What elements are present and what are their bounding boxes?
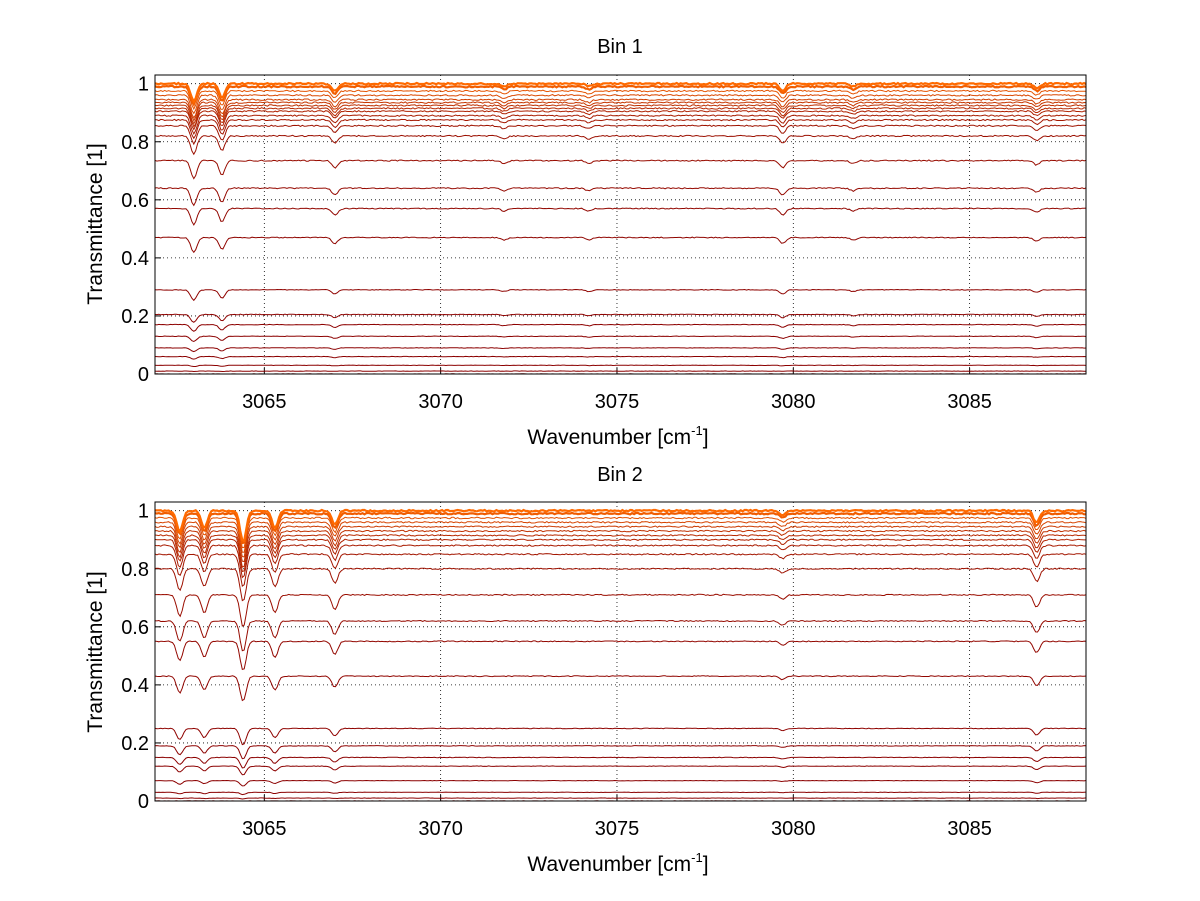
series-line <box>154 101 1087 122</box>
x-tick-label: 3070 <box>418 391 463 413</box>
series-line <box>154 89 1086 111</box>
series-line <box>154 370 1086 373</box>
y-tick-label: 0.8 <box>121 132 149 154</box>
y-tick-label: 0 <box>138 791 149 813</box>
series-line <box>154 529 1087 563</box>
series-line <box>154 124 1087 146</box>
y-tick-label: 0.4 <box>121 675 149 697</box>
series-line <box>155 347 1087 353</box>
series-line <box>154 544 1087 579</box>
axes-frame <box>154 74 1087 375</box>
series-line <box>154 525 1086 558</box>
y-tick-label: 0.2 <box>121 733 149 755</box>
x-axis-label-superscript: -1 <box>691 850 703 865</box>
series-line <box>154 187 1087 207</box>
series-line <box>154 323 1087 332</box>
x-axis-label: Wavenumber [cm-1] <box>527 423 708 449</box>
series-line <box>154 355 1087 360</box>
x-tick-labels: 3065 3070 3075 3080 3085 <box>242 391 992 413</box>
x-tick-label: 3080 <box>771 391 816 413</box>
x-axis-label-end: ] <box>703 426 709 449</box>
series-group <box>154 508 1087 802</box>
x-axis-label-superscript: -1 <box>691 423 703 438</box>
x-axis-label-text: Wavenumber [cm <box>527 853 691 876</box>
y-tick-label: 1 <box>138 501 149 523</box>
y-tick-label: 0.2 <box>121 306 149 328</box>
x-tick-label: 3085 <box>947 391 992 413</box>
series-line <box>154 791 1087 796</box>
x-axis-label-end: ] <box>703 853 709 876</box>
series-line <box>154 521 1087 553</box>
y-tick-label: 0 <box>138 364 149 386</box>
series-line <box>154 516 1087 549</box>
plot-title: Bin 2 <box>597 464 643 486</box>
x-tick-label: 3075 <box>595 818 640 840</box>
series-line <box>154 104 1087 125</box>
subplot-bin-1: Bin 1 3065 3070 3075 3080 3085 0 0.2 0.4 0.6 0.8… <box>84 36 1087 449</box>
series-line <box>154 335 1087 343</box>
series-line <box>154 236 1087 254</box>
series-line <box>154 313 1087 323</box>
series-line <box>154 134 1087 156</box>
series-line <box>154 779 1087 787</box>
x-axis-label: Wavenumber [cm-1] <box>527 850 708 876</box>
series-line <box>155 98 1087 119</box>
series-line <box>154 727 1087 746</box>
y-tick-label: 0.6 <box>121 617 149 639</box>
series-line <box>154 534 1087 568</box>
x-tick-label: 3075 <box>595 391 640 413</box>
series-line <box>154 765 1087 776</box>
series-line <box>154 107 1087 128</box>
series-line <box>154 511 1087 545</box>
y-tick-label: 0.8 <box>121 559 149 581</box>
series-line <box>154 364 1087 367</box>
x-tick-label: 3070 <box>418 818 463 840</box>
series-line <box>154 745 1087 760</box>
series-line <box>155 593 1087 627</box>
series-line <box>154 567 1087 602</box>
series-line <box>154 118 1087 140</box>
series-line <box>154 508 1087 543</box>
x-tick-label: 3080 <box>771 818 816 840</box>
series-line <box>154 288 1087 302</box>
subplot-bin-2: Bin 2 3065 3070 3075 3080 3085 0 0.2 0.4 0.6 0.8… <box>84 464 1087 876</box>
series-line <box>154 640 1087 671</box>
series-line <box>154 94 1087 115</box>
x-tick-label: 3065 <box>242 818 287 840</box>
series-group <box>154 81 1087 375</box>
y-tick-label: 0.4 <box>121 248 149 270</box>
series-line <box>154 553 1087 587</box>
series-line <box>154 207 1087 226</box>
x-tick-labels: 3065 3070 3075 3080 3085 <box>242 818 992 840</box>
plot-title: Bin 1 <box>597 36 643 58</box>
series-line <box>155 756 1087 769</box>
series-line <box>154 110 1087 131</box>
series-line <box>154 114 1087 136</box>
y-tick-labels: 0 0.2 0.4 0.6 0.8 1 <box>121 501 149 813</box>
x-tick-label: 3085 <box>947 818 992 840</box>
y-tick-label: 1 <box>138 74 149 96</box>
series-line <box>154 538 1086 573</box>
x-tick-label: 3065 <box>242 391 287 413</box>
series-line <box>154 81 1087 105</box>
y-tick-label: 0.6 <box>121 190 149 212</box>
series-line <box>154 159 1087 180</box>
y-tick-labels: 0 0.2 0.4 0.6 0.8 1 <box>121 74 149 386</box>
series-line <box>154 619 1087 652</box>
x-axis-label-text: Wavenumber [cm <box>527 426 691 449</box>
series-line <box>154 797 1087 800</box>
series-line <box>154 84 1087 107</box>
y-axis-label: Transmittance [1] <box>84 571 107 732</box>
y-axis-label: Transmittance [1] <box>84 143 107 304</box>
series-line <box>154 675 1087 702</box>
axes-frame <box>154 501 1087 802</box>
